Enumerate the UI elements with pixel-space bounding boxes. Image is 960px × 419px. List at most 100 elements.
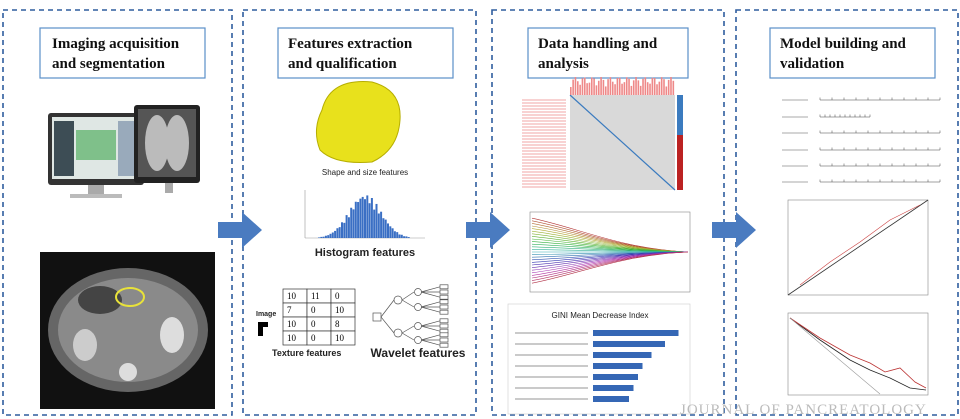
- tumor-shape: [316, 82, 400, 163]
- heat-bar: [614, 84, 616, 95]
- caption: Histogram features: [315, 247, 415, 259]
- histogram-illustration: [305, 190, 425, 238]
- hist-bar: [378, 213, 380, 238]
- panel-title: Model building and: [780, 36, 907, 52]
- hist-bar: [405, 236, 407, 238]
- wavelet-edge: [421, 326, 440, 331]
- hist-bar: [341, 222, 343, 238]
- heat-bar: [659, 82, 661, 95]
- hist-bar: [399, 234, 401, 238]
- bar-illustration: [593, 374, 638, 380]
- bar-illustration: [593, 363, 643, 369]
- ct-image: [40, 252, 215, 409]
- image-icon: [263, 322, 268, 327]
- hist-bar: [364, 199, 366, 238]
- panel-title: validation: [780, 56, 845, 72]
- hist-bar: [334, 231, 336, 238]
- hist-bar: [343, 223, 345, 238]
- heat-bar: [600, 77, 602, 95]
- caption: Image: [256, 311, 276, 318]
- calibration-plot: [788, 200, 928, 295]
- matrix-value: 7: [287, 305, 292, 315]
- watermark: JOURNAL OF PANCREATOLOGY: [680, 402, 927, 418]
- matrix-value: 10: [335, 305, 345, 315]
- hist-bar: [346, 215, 348, 238]
- heat-bar: [607, 79, 609, 95]
- hist-bar: [403, 236, 405, 238]
- heat-bar: [593, 79, 595, 95]
- heat-bar: [586, 83, 588, 95]
- wavelet-edge: [421, 287, 440, 292]
- hist-bar: [350, 208, 352, 238]
- hist-bar: [380, 212, 382, 238]
- heat-bar: [666, 86, 668, 95]
- nomogram-illustration: [782, 98, 940, 183]
- bar-illustration: [593, 341, 665, 347]
- caption: Wavelet features: [371, 346, 466, 360]
- heat-bar: [596, 85, 598, 95]
- hist-bar: [318, 237, 320, 238]
- matrix-value: 10: [287, 333, 297, 343]
- wavelet-leaf: [440, 333, 448, 337]
- wavelet-edge: [421, 307, 440, 312]
- wavelet-leaf: [440, 285, 448, 289]
- heat-bar: [635, 77, 637, 95]
- wavelet-edge: [421, 335, 440, 340]
- lasso-plot: [530, 212, 690, 292]
- hist-bar: [336, 228, 338, 238]
- heat-bar: [621, 84, 623, 95]
- heat-bar: [572, 80, 574, 95]
- hist-bar: [371, 198, 373, 238]
- hist-bar: [339, 227, 341, 238]
- wavelet-leaf: [440, 290, 448, 294]
- heat-bar: [589, 83, 591, 95]
- workstation-illustration: [48, 105, 200, 198]
- hist-bar: [369, 203, 371, 238]
- wavelet-leaf: [440, 319, 448, 323]
- hist-bar: [394, 231, 396, 238]
- heat-bar: [670, 77, 672, 95]
- heat-bar: [642, 79, 644, 95]
- hist-bar: [348, 217, 350, 238]
- bar-illustration: [593, 330, 679, 336]
- heat-bar: [638, 80, 640, 95]
- heat-bar: [647, 82, 649, 95]
- hist-bar: [357, 202, 359, 238]
- hist-bar: [355, 202, 357, 238]
- heat-bar: [652, 78, 654, 95]
- heat-bar: [668, 80, 670, 95]
- heat-bar: [570, 87, 572, 95]
- panel-title: analysis: [538, 56, 589, 72]
- wavelet-leaf: [440, 338, 448, 342]
- heat-bar: [605, 86, 607, 95]
- panel-title: and qualification: [288, 56, 397, 72]
- flow-arrow: [218, 212, 756, 248]
- heat-bar: [617, 78, 619, 95]
- panel-title: Imaging acquisition: [52, 36, 180, 52]
- matrix-value: 11: [311, 291, 320, 301]
- heat-bar: [654, 78, 656, 95]
- heat-bar: [645, 77, 647, 95]
- decision-curve: [788, 313, 928, 395]
- wavelet-leaf: [440, 300, 448, 304]
- hist-bar: [325, 236, 327, 238]
- heat-bar: [649, 84, 651, 95]
- matrix-value: 10: [287, 291, 297, 301]
- hist-bar: [327, 235, 329, 238]
- hist-bar: [385, 220, 387, 238]
- hist-bar: [323, 237, 325, 238]
- heat-bar: [610, 77, 612, 95]
- heat-bar: [612, 82, 614, 95]
- hist-bar: [366, 195, 368, 238]
- wavelet-leaf: [440, 295, 448, 299]
- heat-bar: [656, 84, 658, 95]
- heat-bar: [584, 78, 586, 95]
- hist-bar: [392, 228, 394, 238]
- heat-bar: [661, 77, 663, 95]
- heat-bar: [579, 85, 581, 95]
- caption: Texture features: [272, 348, 341, 358]
- hist-bar: [376, 204, 378, 238]
- bar-illustration: [593, 385, 634, 391]
- hist-bar: [408, 237, 410, 238]
- wavelet-edge: [421, 302, 440, 307]
